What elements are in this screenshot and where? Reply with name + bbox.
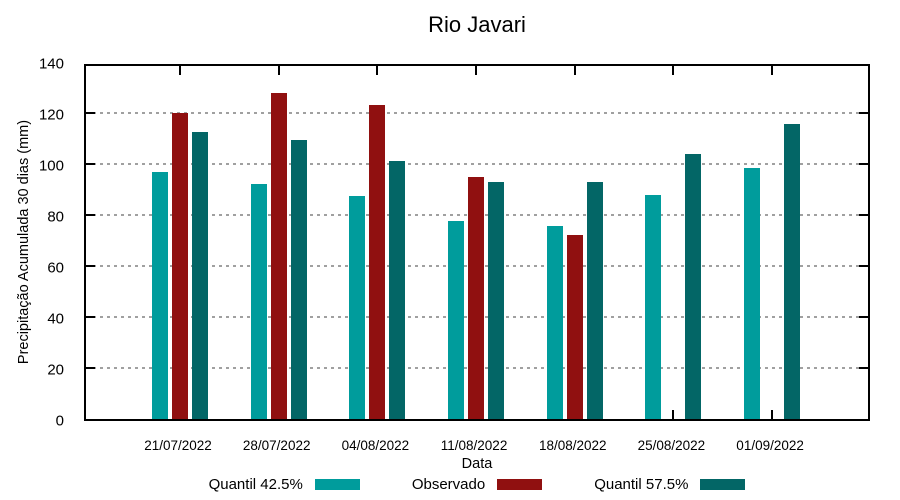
bar-quantil-57-5- <box>290 139 307 419</box>
y-tick-label-40: 40 <box>47 310 64 328</box>
x-tick-label-04-08-2022: 04/08/2022 <box>341 438 410 453</box>
x-axis-tick-labels: 21/07/2022 28/07/2022 04/08/2022 11/08/2022… <box>84 438 870 456</box>
bar-slot <box>152 171 168 419</box>
y-tick-label-120: 120 <box>38 106 64 124</box>
legend-item-quantil-57-5-: Quantil 57.5% <box>594 475 746 493</box>
tick-mark-y-60 <box>859 265 868 267</box>
bar-group-28-07-2022 <box>250 92 307 419</box>
bar-observado <box>369 105 386 419</box>
bar-slot <box>566 235 583 419</box>
x-tick-label-28-07-2022: 28/07/2022 <box>242 438 311 453</box>
bar-group-04-08-2022 <box>349 105 406 419</box>
tick-mark-y-120 <box>859 112 868 114</box>
bar-slot <box>586 181 603 419</box>
bar-quantil-42-5- <box>250 184 267 419</box>
tick-mark-x-6 <box>771 66 774 75</box>
bar-slot <box>645 194 662 419</box>
bar-slot <box>448 221 465 419</box>
tick-mark-y-40 <box>86 316 95 318</box>
bar-slot <box>784 124 801 419</box>
y-tick-label-100: 100 <box>38 157 64 175</box>
legend-label: Quantil 57.5% <box>594 475 689 493</box>
bar-quantil-57-5- <box>784 124 801 419</box>
bar-observado <box>566 235 583 419</box>
bar-slot <box>744 167 761 419</box>
bar-quantil-57-5- <box>389 161 406 419</box>
tick-mark-y-80 <box>86 214 95 216</box>
x-tick-label-18-08-2022: 18/08/2022 <box>538 438 607 453</box>
bar-group-01-09-2022 <box>744 124 801 419</box>
tick-mark-y-100 <box>859 163 868 165</box>
x-tick-label-25-08-2022: 25/08/2022 <box>637 438 706 453</box>
tick-mark-x-6 <box>771 410 774 419</box>
bar-quantil-57-5- <box>488 181 505 419</box>
bar-quantil-57-5- <box>192 132 208 419</box>
legend-item-observado: Observado <box>411 475 543 493</box>
bar-quantil-57-5- <box>586 181 603 419</box>
bar-quantil-42-5- <box>645 194 662 419</box>
bar-slot <box>290 139 307 419</box>
bar-slot <box>389 161 406 419</box>
legend-item-quantil-42-5-: Quantil 42.5% <box>209 476 360 493</box>
bar-slot <box>546 226 563 419</box>
legend: Quantil 42.5% Observado Quantil 57.5% <box>84 473 870 495</box>
bar-slot <box>192 132 208 419</box>
x-axis-title: Data <box>461 456 493 472</box>
legend-swatch <box>497 478 543 490</box>
y-tick-label-140: 140 <box>38 55 64 73</box>
bar-quantil-42-5- <box>152 171 168 419</box>
bar-slot <box>172 113 188 419</box>
bar-group-11-08-2022 <box>448 176 505 419</box>
y-tick-label-20: 20 <box>47 361 64 379</box>
legend-swatch <box>700 478 746 490</box>
tick-mark-y-80 <box>859 214 868 216</box>
bar-quantil-42-5- <box>546 226 563 419</box>
y-tick-label-60: 60 <box>47 259 64 277</box>
bar-slot <box>349 195 366 419</box>
legend-swatch <box>314 478 360 490</box>
bar-slot <box>468 176 485 419</box>
tick-mark-y-20 <box>86 367 95 369</box>
bar-observado <box>172 113 188 419</box>
y-axis-tick-labels: 0 20 40 60 80 100 120 140 <box>0 56 74 430</box>
tick-mark-y-20 <box>859 367 868 369</box>
bar-group-21-07-2022 <box>152 113 208 419</box>
bar-slot <box>250 184 267 419</box>
chart-title: Rio Javari <box>428 12 526 37</box>
bar-slot <box>488 181 505 419</box>
tick-mark-y-120 <box>86 112 95 114</box>
legend-label: Quantil 42.5% <box>208 475 303 493</box>
tick-mark-x-0 <box>179 66 181 75</box>
x-tick-label-21-07-2022: 21/07/2022 <box>144 438 212 453</box>
bar-quantil-57-5- <box>685 153 702 419</box>
tick-mark-x-5 <box>672 410 675 419</box>
y-tick-label-0: 0 <box>55 412 64 430</box>
bar-quantil-42-5- <box>744 167 761 419</box>
bar-quantil-42-5- <box>448 221 465 419</box>
bar-group-25-08-2022 <box>645 153 702 419</box>
tick-mark-x-4 <box>573 66 576 75</box>
tick-mark-x-5 <box>672 66 675 75</box>
y-tick-label-80: 80 <box>47 208 64 226</box>
gridline-y-100 <box>86 163 868 165</box>
gridline-y-120 <box>86 112 868 114</box>
x-tick-label-11-08-2022: 11/08/2022 <box>440 438 508 453</box>
bar-quantil-42-5- <box>349 195 366 419</box>
tick-mark-x-2 <box>376 66 379 75</box>
tick-mark-y-40 <box>859 316 868 318</box>
bar-observado <box>270 92 287 419</box>
tick-mark-x-3 <box>475 66 478 75</box>
tick-mark-x-1 <box>277 66 280 75</box>
bar-observado <box>468 176 485 419</box>
plot-area <box>84 64 870 421</box>
x-tick-label-01-09-2022: 01/09/2022 <box>736 438 804 453</box>
legend-label: Observado <box>411 475 486 493</box>
bar-group-18-08-2022 <box>546 181 603 419</box>
bar-slot <box>270 92 287 419</box>
tick-mark-y-100 <box>86 163 95 165</box>
bar-slot <box>685 153 702 419</box>
tick-mark-y-60 <box>86 265 95 267</box>
bar-slot <box>369 105 386 419</box>
